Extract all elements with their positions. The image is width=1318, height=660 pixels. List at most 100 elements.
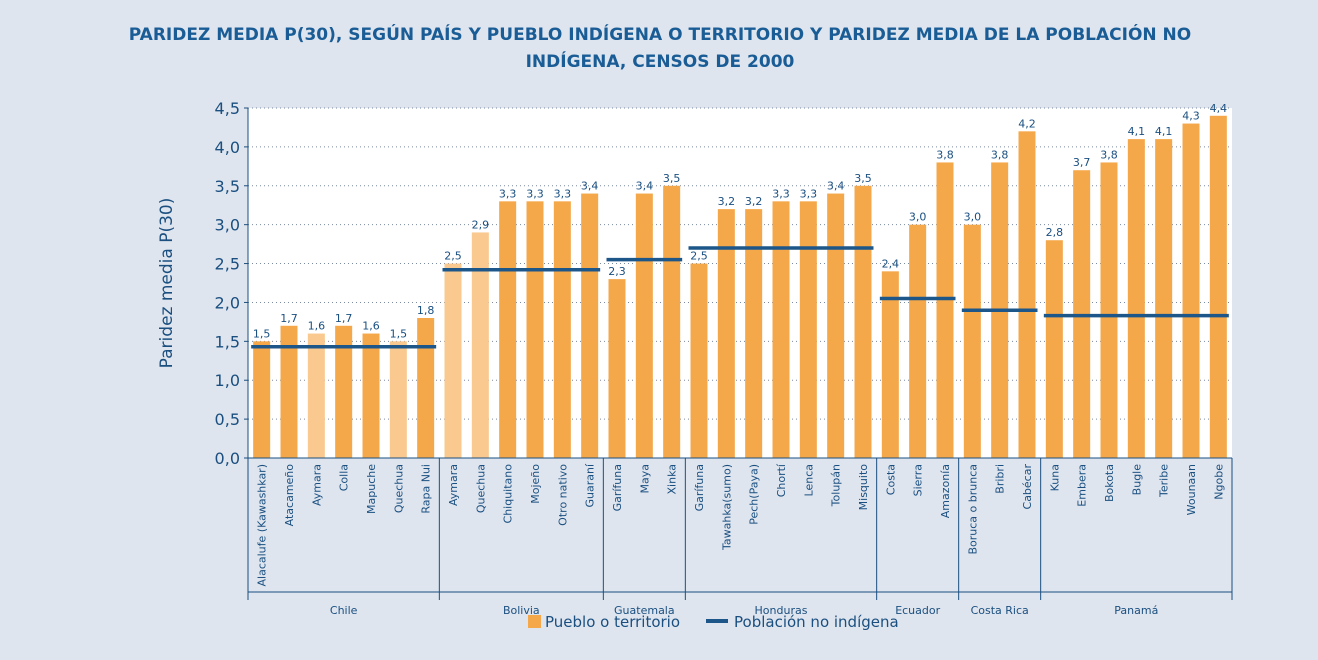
y-tick-label: 0,5	[215, 410, 240, 429]
x-tick-label: Chortí	[775, 463, 788, 497]
value-label: 1,8	[417, 304, 435, 317]
x-tick-label: Bugle	[1130, 464, 1143, 496]
value-label: 3,2	[745, 195, 763, 208]
x-tick-label: Boruca o brunca	[966, 464, 979, 555]
x-tick-label: Tolupán	[830, 464, 843, 507]
x-tick-label: Garífuna	[693, 464, 706, 511]
x-tick-label: Lenca	[802, 464, 815, 496]
value-label: 3,2	[718, 195, 736, 208]
x-tick-label: Mojeño	[529, 464, 542, 504]
bar	[307, 333, 325, 458]
y-tick-label: 3,5	[215, 177, 240, 196]
bar	[335, 325, 353, 458]
y-axis-label: Paridez media P(30)	[157, 198, 177, 369]
x-tick-label: Mapuche	[365, 464, 378, 514]
legend-label: Pueblo o territorio	[545, 613, 680, 631]
bar	[471, 232, 489, 458]
value-label: 3,3	[499, 187, 517, 200]
group-label: Honduras	[755, 604, 808, 617]
value-label: 3,4	[636, 180, 654, 193]
bar	[280, 325, 298, 458]
value-label: 4,4	[1210, 102, 1228, 115]
value-label: 3,0	[909, 211, 927, 224]
value-label: 3,3	[526, 187, 544, 200]
legend-swatch	[528, 615, 541, 628]
bar	[444, 263, 462, 458]
bar	[1155, 139, 1173, 458]
value-label: 1,6	[362, 320, 380, 333]
x-tick-label: Misquito	[857, 464, 870, 511]
y-tick-label: 4,5	[215, 99, 240, 118]
y-tick-label: 1,0	[215, 371, 240, 390]
bar	[389, 341, 407, 458]
y-tick-label: 0,0	[215, 449, 240, 468]
value-label: 4,1	[1128, 125, 1146, 138]
x-tick-label: Ngobe	[1212, 464, 1225, 500]
x-tick-label: Pech(Paya)	[748, 464, 761, 525]
x-tick-label: Aymara	[310, 464, 323, 506]
value-label: 1,5	[390, 327, 408, 340]
value-label: 3,5	[854, 172, 872, 185]
x-tick-label: Bribri	[994, 464, 1007, 494]
value-label: 2,4	[882, 257, 900, 270]
x-tick-label: Teribe	[1158, 464, 1171, 498]
y-tick-label: 2,5	[215, 255, 240, 274]
bar	[1182, 123, 1200, 459]
x-tick-label: Alacalufe (Kawashkar)	[256, 464, 269, 587]
bar	[772, 201, 790, 459]
x-tick-label: Bokota	[1103, 464, 1116, 502]
bar	[1045, 240, 1063, 458]
bar	[745, 209, 763, 458]
group-label: Guatemala	[614, 604, 675, 617]
bar	[1127, 139, 1145, 458]
bar	[581, 193, 599, 459]
value-label: 3,3	[800, 187, 818, 200]
value-label: 3,5	[663, 172, 681, 185]
value-label: 2,8	[1046, 226, 1064, 239]
y-tick-label: 4,0	[215, 138, 240, 157]
x-tick-label: Garífuna	[611, 464, 624, 511]
value-label: 4,2	[1018, 117, 1036, 130]
value-label: 2,5	[444, 250, 462, 263]
value-label: 3,4	[581, 180, 599, 193]
bar	[717, 209, 735, 458]
bar	[1018, 131, 1036, 459]
x-tick-label: Cabécar	[1021, 464, 1034, 510]
x-tick-label: Costa	[884, 464, 897, 495]
value-label: 3,3	[772, 187, 790, 200]
bar	[553, 201, 571, 459]
value-label: 4,1	[1155, 125, 1173, 138]
value-label: 4,3	[1182, 110, 1200, 123]
bar	[936, 162, 954, 458]
group-label: Panamá	[1114, 604, 1158, 617]
bar	[909, 224, 927, 458]
value-label: 3,4	[827, 180, 845, 193]
bar	[690, 263, 708, 458]
y-tick-label: 2,0	[215, 293, 240, 312]
x-tick-label: Rapa Nui	[420, 464, 433, 514]
value-label: 2,3	[608, 265, 626, 278]
x-tick-label: Guaraní	[584, 463, 597, 507]
y-tick-label: 1,5	[215, 332, 240, 351]
bar	[1100, 162, 1118, 458]
value-label: 3,0	[964, 211, 982, 224]
bar	[663, 185, 681, 458]
bar	[799, 201, 817, 459]
bar	[526, 201, 544, 459]
x-tick-label: Aymara	[447, 464, 460, 506]
x-tick-label: Amazonía	[939, 464, 952, 518]
legend-label: Población no indígena	[734, 613, 899, 631]
bar	[635, 193, 653, 459]
x-tick-label: Xinka	[666, 464, 679, 494]
y-tick-label: 3,0	[215, 216, 240, 235]
x-tick-label: Maya	[638, 464, 651, 493]
group-label: Costa Rica	[971, 604, 1029, 617]
bar	[1209, 115, 1227, 459]
x-tick-label: Quechua	[474, 464, 487, 513]
bar	[417, 318, 435, 458]
value-label: 1,7	[335, 312, 353, 325]
x-tick-label: Colla	[338, 464, 351, 491]
bar	[827, 193, 845, 459]
